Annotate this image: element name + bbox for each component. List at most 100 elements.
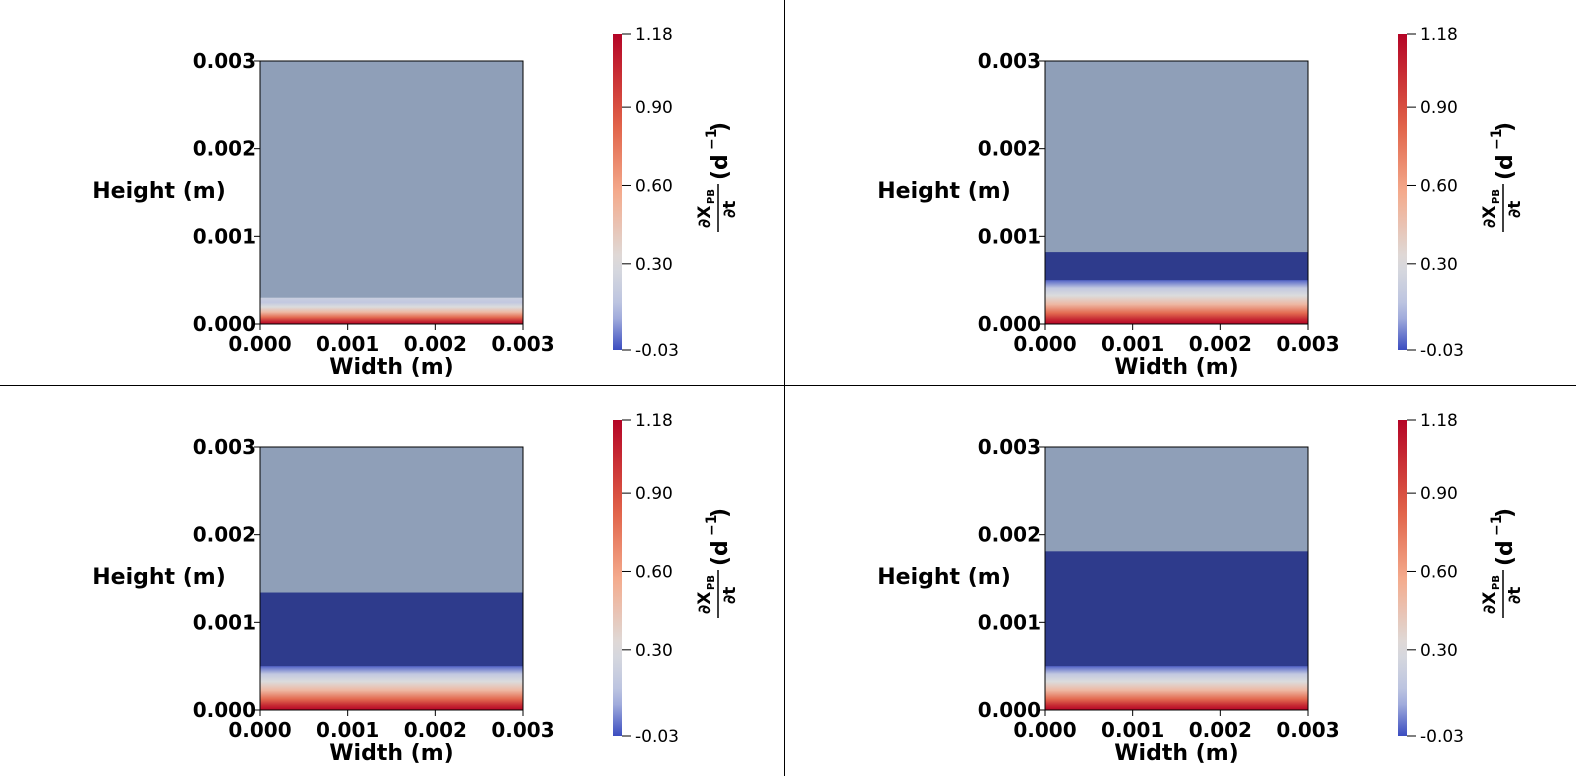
y-tick-label: 0.002 — [978, 137, 1041, 161]
plot-frame — [259, 446, 524, 711]
colorbar-tick-label: 1.18 — [1420, 411, 1458, 431]
active-growth-band — [260, 297, 523, 324]
colorbar — [1398, 34, 1407, 350]
colorbar-title-unit-close: ) — [1493, 508, 1518, 518]
colorbar-tick-label: 1.18 — [1420, 25, 1458, 45]
x-tick-label: 0.001 — [1101, 718, 1164, 742]
x-tick-label: 0.003 — [1276, 718, 1339, 742]
y-tick-label: 0.003 — [978, 49, 1041, 73]
colorbar-tick-label: 0.90 — [635, 484, 673, 504]
colorbar-title-unit: (d — [708, 540, 733, 566]
panel-bottom-left: 0.000 0.001 0.002 0.003 0.000 0.001 0.002 0.003… — [0, 386, 785, 772]
x-tick-label: 0.003 — [491, 718, 554, 742]
y-axis-label: Height (m) — [92, 565, 226, 590]
panel-top-right: 0.000 0.001 0.002 0.003 0.000 0.001 0.002 0.003… — [785, 0, 1570, 386]
chart-svg: 0.000 0.001 0.002 0.003 0.000 0.001 0.002 0.003… — [877, 411, 1525, 766]
colorbar-tick-label: 0.30 — [635, 641, 673, 661]
inactive-biomass-band — [1045, 551, 1308, 669]
colorbar-title: ∂X PB∂t (d −1) — [695, 122, 740, 232]
x-tick-label: 0.000 — [1013, 718, 1076, 742]
colorbar-tick-label: 0.90 — [1420, 98, 1458, 118]
inactive-biomass-band — [260, 592, 523, 669]
colorbar-title-unit: (d — [1493, 154, 1518, 180]
plot-frame — [259, 60, 524, 325]
panel-top-left: 0.000 0.001 0.002 0.003 0.000 0.001 0.002 0.003… — [0, 0, 785, 386]
colorbar-tick-label: -0.03 — [1420, 341, 1464, 361]
x-axis-label: Width (m) — [329, 741, 453, 766]
y-tick-label: 0.002 — [193, 523, 256, 547]
active-growth-band — [1045, 666, 1308, 710]
y-tick-label: 0.000 — [978, 312, 1041, 336]
y-tick-label: 0.003 — [193, 435, 256, 459]
colorbar-title-denominator: ∂t — [720, 587, 740, 604]
colorbar-title-unit: (d — [708, 154, 733, 180]
y-tick-label: 0.001 — [978, 224, 1041, 248]
colorbar-title-unit-exponent: −1 — [704, 129, 720, 150]
chart-svg: 0.000 0.001 0.002 0.003 0.000 0.001 0.002 0.003… — [92, 25, 740, 380]
colorbar-tick-label: -0.03 — [1420, 727, 1464, 747]
colorbar-tick-label: 0.60 — [635, 176, 673, 196]
colorbar-title-unit-exponent: −1 — [1489, 129, 1505, 150]
colorbar-tick-label: 0.90 — [635, 98, 673, 118]
y-axis-label: Height (m) — [92, 179, 226, 204]
colorbar-tick-label: 0.90 — [1420, 484, 1458, 504]
x-tick-label: 0.003 — [1276, 332, 1339, 356]
y-axis-label: Height (m) — [877, 565, 1011, 590]
horizontal-divider — [0, 385, 1576, 386]
panel-bottom-right: 0.000 0.001 0.002 0.003 0.000 0.001 0.002 0.003… — [785, 386, 1570, 772]
x-axis-label: Width (m) — [1114, 355, 1238, 380]
colorbar — [1398, 420, 1407, 736]
colorbar-tick-label: 1.18 — [635, 25, 673, 45]
y-tick-label: 0.000 — [193, 698, 256, 722]
vertical-divider — [784, 0, 785, 776]
x-tick-label: 0.001 — [316, 332, 379, 356]
chart-svg: 0.000 0.001 0.002 0.003 0.000 0.001 0.002 0.003… — [92, 411, 740, 766]
y-tick-label: 0.003 — [978, 435, 1041, 459]
y-tick-label: 0.002 — [193, 137, 256, 161]
x-tick-label: 0.002 — [404, 718, 467, 742]
colorbar-title: ∂X PB∂t (d −1) — [695, 508, 740, 618]
y-axis-label: Height (m) — [877, 179, 1011, 204]
colorbar-tick-label: 0.60 — [1420, 562, 1458, 582]
x-tick-label: 0.001 — [1101, 332, 1164, 356]
colorbar-title-denominator: ∂t — [1505, 587, 1525, 604]
empty-region — [260, 61, 523, 324]
y-tick-label: 0.001 — [193, 224, 256, 248]
colorbar-title-unit-close: ) — [708, 508, 733, 518]
y-tick-label: 0.002 — [978, 523, 1041, 547]
colorbar-title: ∂X PB∂t (d −1) — [1480, 508, 1525, 618]
y-tick-label: 0.000 — [978, 698, 1041, 722]
colorbar-title-unit-close: ) — [708, 122, 733, 132]
colorbar-tick-label: 0.60 — [1420, 176, 1458, 196]
colorbar-title-numerator: ∂X — [695, 592, 715, 614]
colorbar-tick-label: 0.30 — [635, 255, 673, 275]
colorbar-tick-label: 0.30 — [1420, 255, 1458, 275]
colorbar-title-subscript: PB — [1491, 189, 1502, 204]
x-tick-label: 0.000 — [228, 332, 291, 356]
colorbar-title-denominator: ∂t — [720, 201, 740, 218]
active-growth-band — [1045, 280, 1308, 324]
chart-svg: 0.000 0.001 0.002 0.003 0.000 0.001 0.002 0.003… — [877, 25, 1525, 380]
colorbar-title-unit-exponent: −1 — [704, 515, 720, 536]
colorbar-title-denominator: ∂t — [1505, 201, 1525, 218]
colorbar-tick-label: 0.30 — [1420, 641, 1458, 661]
y-tick-label: 0.001 — [978, 610, 1041, 634]
colorbar — [613, 34, 622, 350]
colorbar-title-unit-close: ) — [1493, 122, 1518, 132]
colorbar-title-numerator: ∂X — [1480, 206, 1500, 228]
x-tick-label: 0.000 — [1013, 332, 1076, 356]
colorbar-tick-label: -0.03 — [635, 727, 679, 747]
colorbar-title-numerator: ∂X — [1480, 592, 1500, 614]
x-tick-label: 0.002 — [1189, 332, 1252, 356]
x-tick-label: 0.002 — [1189, 718, 1252, 742]
x-tick-label: 0.001 — [316, 718, 379, 742]
colorbar-title-numerator: ∂X — [695, 206, 715, 228]
x-tick-label: 0.002 — [404, 332, 467, 356]
colorbar — [613, 420, 622, 736]
y-tick-label: 0.000 — [193, 312, 256, 336]
x-tick-label: 0.003 — [491, 332, 554, 356]
colorbar-tick-label: 0.60 — [635, 562, 673, 582]
x-tick-label: 0.000 — [228, 718, 291, 742]
colorbar-tick-label: 1.18 — [635, 411, 673, 431]
colorbar-title-unit: (d — [1493, 540, 1518, 566]
